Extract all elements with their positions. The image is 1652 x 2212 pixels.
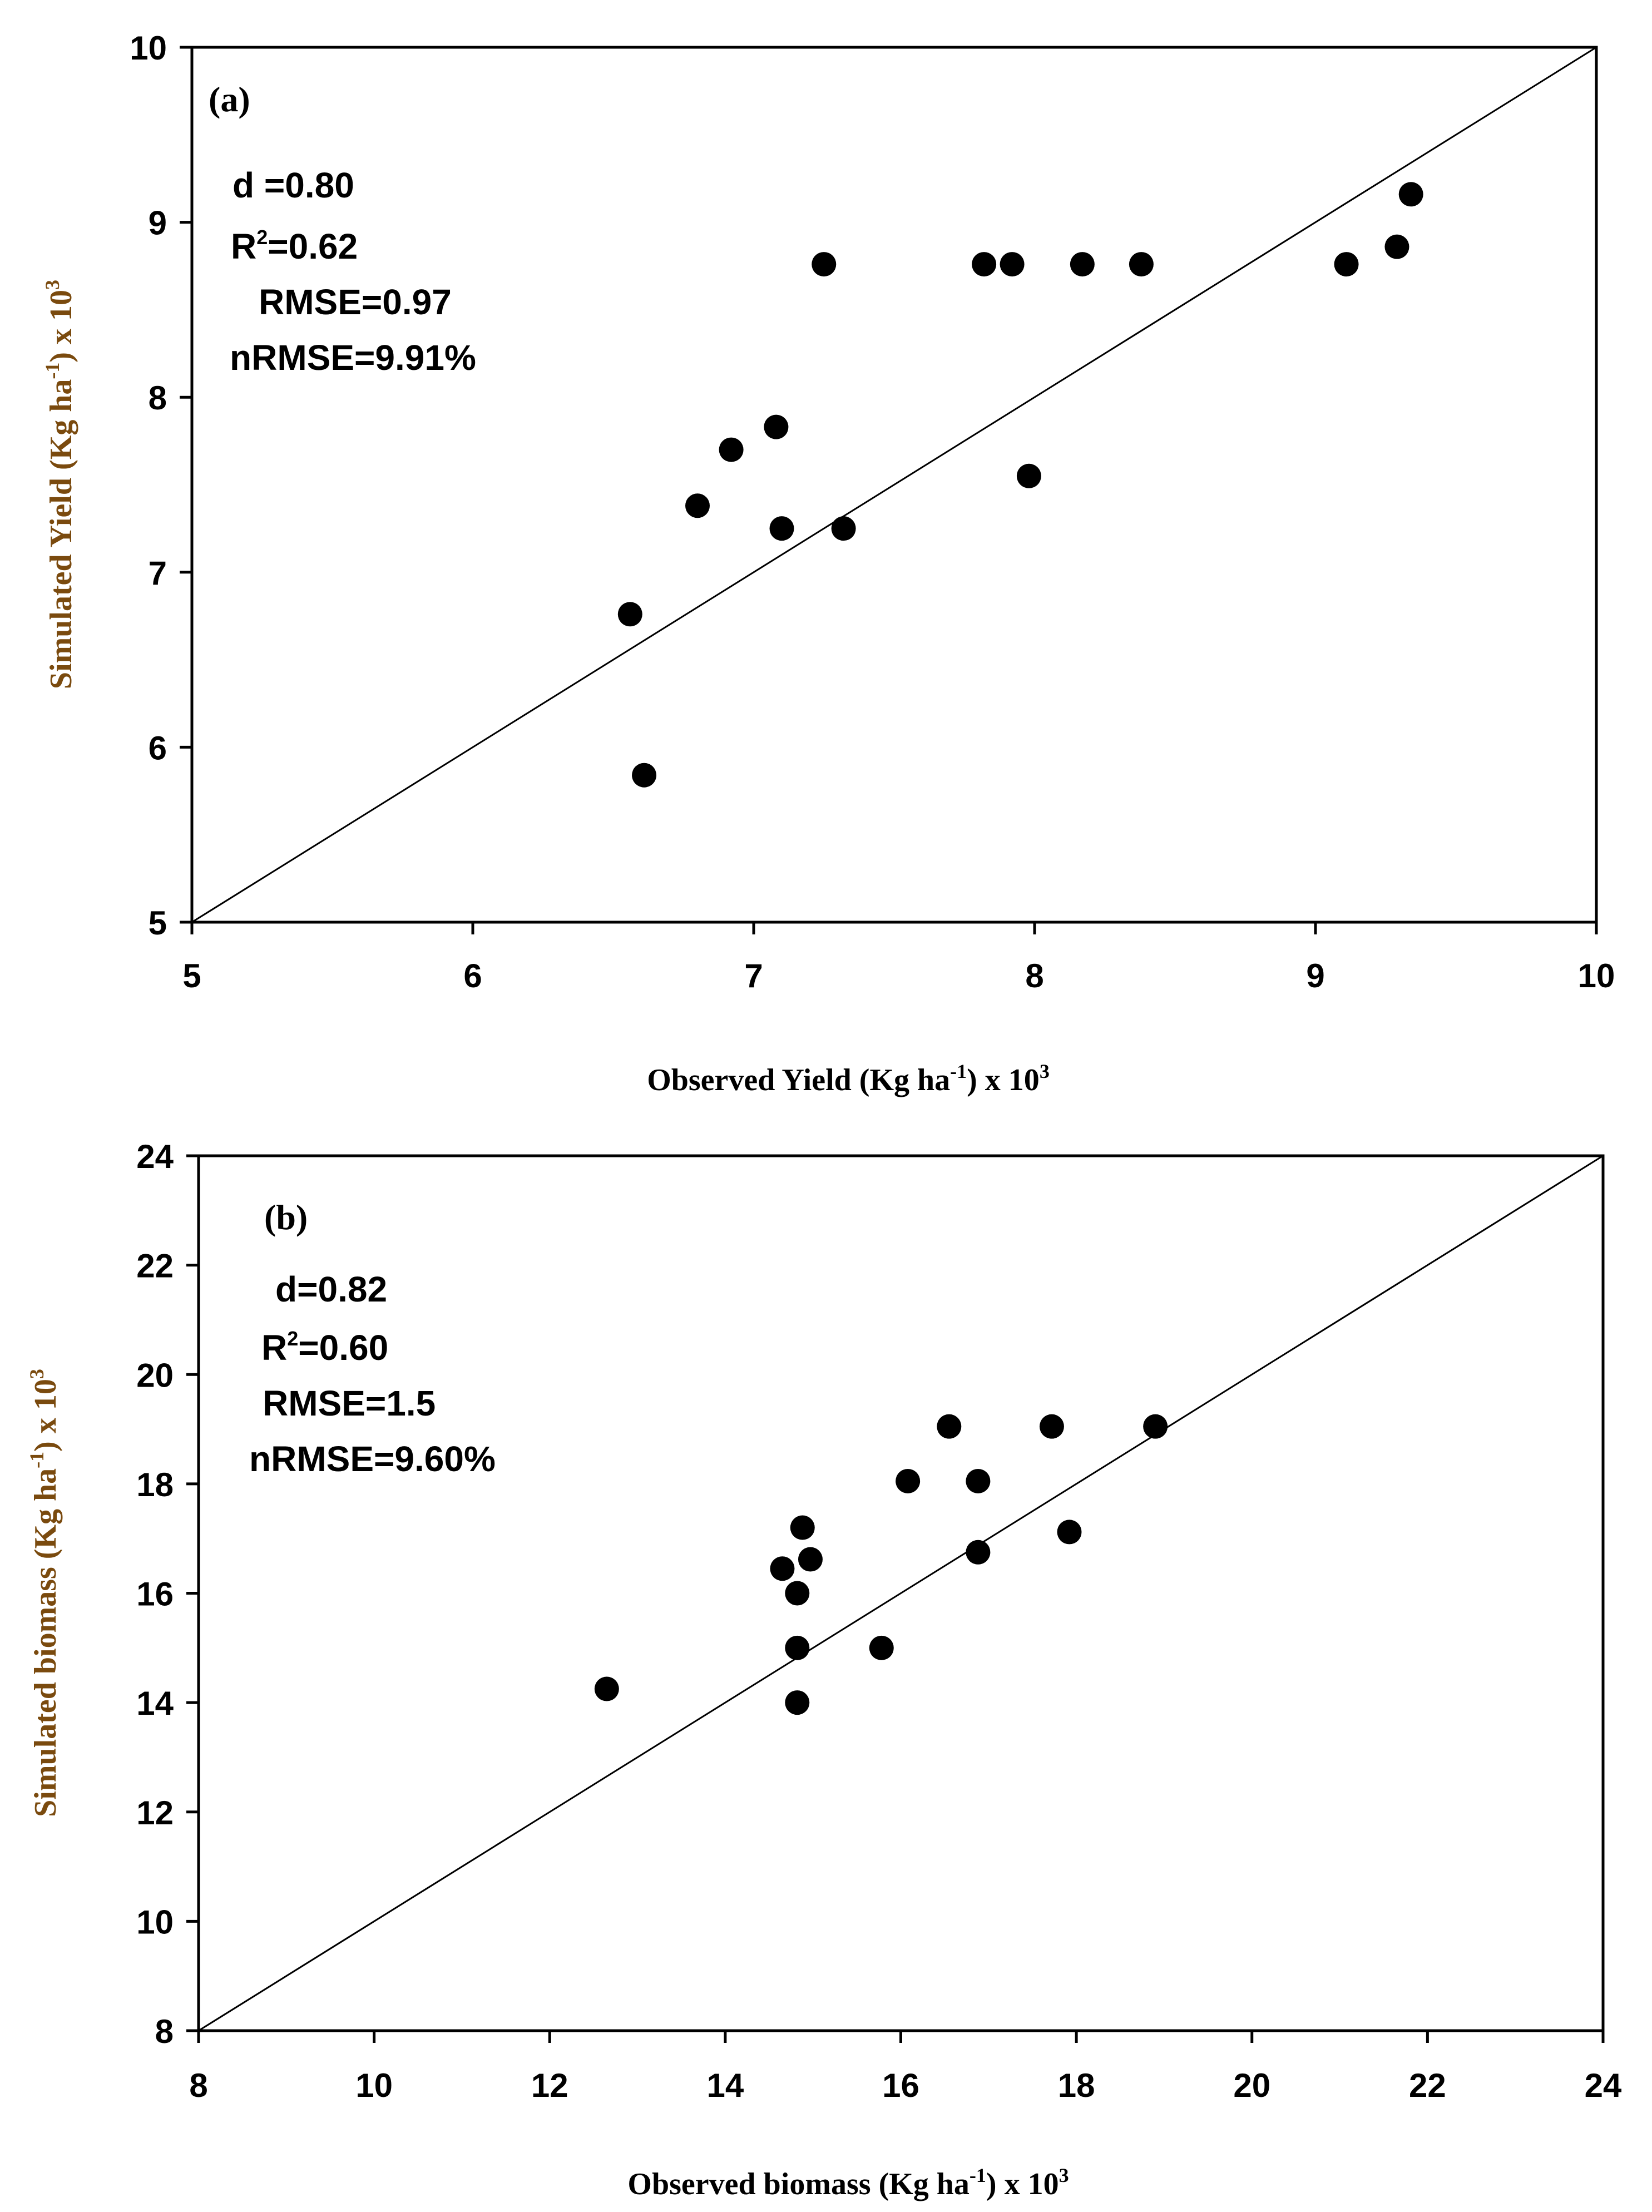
x-tick-label-b: 20 [1233, 2067, 1270, 2104]
x-tick-label-b: 10 [355, 2067, 393, 2104]
plot-frame-a [190, 46, 1598, 924]
y-tick-label-a: 8 [149, 379, 167, 417]
data-point-a [1384, 234, 1409, 259]
data-point-a [764, 414, 789, 439]
data-point-b [1057, 1520, 1082, 1545]
data-point-b [1039, 1414, 1064, 1439]
data-point-a [685, 493, 710, 518]
data-point-b [798, 1547, 823, 1572]
y-tick-label-b: 12 [136, 1794, 174, 1832]
data-point-b [896, 1468, 921, 1493]
y-tick-label-b: 16 [136, 1576, 174, 1613]
data-point-b [966, 1468, 991, 1493]
panel-label-b: (b) [264, 1197, 308, 1237]
y-tick-label-a: 7 [149, 555, 167, 592]
stat-r2-a: R2=0.62 [231, 226, 358, 266]
y-tick-label-b: 24 [136, 1138, 174, 1175]
x-tick-label-b: 8 [189, 2067, 207, 2104]
data-points-b [594, 1414, 1168, 1715]
data-point-a [1070, 252, 1095, 277]
data-point-a [617, 602, 642, 627]
y-tick-label-a: 10 [130, 29, 167, 67]
x-tick-label-b: 12 [531, 2067, 568, 2104]
panel-a-yield: 5 6 7 8 9 10 5 6 7 8 9 10 (a) d =0.80 R2=0.62 RMSE=… [41, 29, 1615, 1097]
y-tick-label-b: 20 [136, 1357, 174, 1394]
x-tick-label-a: 8 [1025, 957, 1043, 994]
stat-nrmse-b: nRMSE=9.60% [249, 1439, 496, 1479]
stat-d-b: d=0.82 [275, 1269, 387, 1309]
data-point-b [785, 1690, 810, 1715]
stat-rmse-a: RMSE=0.97 [259, 282, 452, 322]
x-tick-label-b: 16 [882, 2067, 919, 2104]
data-point-b [785, 1635, 810, 1660]
x-tick-label-b: 18 [1058, 2067, 1095, 2104]
data-point-a [1129, 252, 1154, 277]
reference-line-a [191, 46, 1597, 923]
reference-line-b [198, 1155, 1604, 2032]
x-tick-label-a: 9 [1306, 957, 1324, 994]
data-point-a [769, 516, 794, 541]
y-axis-label-b: Simulated biomass (Kg ha-1) x 103 [26, 1369, 63, 1817]
stat-rmse-b: RMSE=1.5 [263, 1383, 436, 1423]
stat-d-a: d =0.80 [233, 165, 354, 205]
y-tick-label-b: 14 [136, 1685, 174, 1722]
data-point-a [632, 763, 657, 788]
data-point-b [594, 1676, 619, 1701]
x-axis-label-a: Observed Yield (Kg ha-1) x 103 [647, 1060, 1050, 1097]
x-tick-label-a: 10 [1578, 957, 1615, 994]
x-tick-label-b: 14 [707, 2067, 744, 2104]
data-point-a [812, 252, 837, 277]
data-point-a [1000, 252, 1025, 277]
stat-nrmse-a: nRMSE=9.91% [230, 338, 476, 378]
x-tick-label-a: 5 [182, 957, 201, 994]
data-point-b [770, 1556, 795, 1581]
y-tick-label-b: 22 [136, 1248, 174, 1285]
data-point-a [1398, 182, 1423, 207]
data-point-b [790, 1515, 815, 1540]
data-point-b [869, 1635, 894, 1660]
data-point-a [831, 516, 856, 541]
data-point-a [1334, 252, 1359, 277]
x-tick-label-b: 24 [1585, 2067, 1622, 2104]
y-axis-label-a: Simulated Yield (Kg ha-1) x 103 [41, 280, 78, 689]
data-point-a [972, 252, 997, 277]
data-point-b [966, 1540, 991, 1565]
data-point-b [1143, 1414, 1168, 1439]
data-point-a [719, 437, 744, 462]
panel-b-biomass: 8 10 12 14 16 18 20 22 24 8 10 12 14 16 18 20 22 24 (b) d… [26, 1138, 1622, 2201]
x-tick-label-a: 6 [463, 957, 482, 994]
axis-ticks-b: 8 10 12 14 16 18 20 22 24 8 10 12 14 16 18 20 22 24 [136, 1138, 1622, 2104]
axis-ticks-a: 5 6 7 8 9 10 5 6 7 8 9 10 [130, 29, 1615, 994]
data-point-b [785, 1581, 810, 1606]
y-tick-label-b: 8 [155, 2013, 174, 2050]
x-tick-label-b: 22 [1409, 2067, 1446, 2104]
data-point-a [1016, 463, 1041, 488]
y-tick-label-a: 5 [149, 904, 167, 942]
data-point-b [937, 1414, 962, 1439]
y-tick-label-b: 10 [136, 1903, 174, 1941]
panel-label-a: (a) [209, 80, 250, 119]
x-axis-label-b: Observed biomass (Kg ha-1) x 103 [627, 2164, 1069, 2201]
x-tick-label-a: 7 [744, 957, 763, 994]
stat-r2-b: R2=0.60 [261, 1327, 388, 1368]
y-tick-label-a: 9 [149, 205, 167, 242]
y-tick-label-b: 18 [136, 1466, 174, 1503]
y-tick-label-a: 6 [149, 729, 167, 766]
data-points-a [617, 182, 1423, 788]
